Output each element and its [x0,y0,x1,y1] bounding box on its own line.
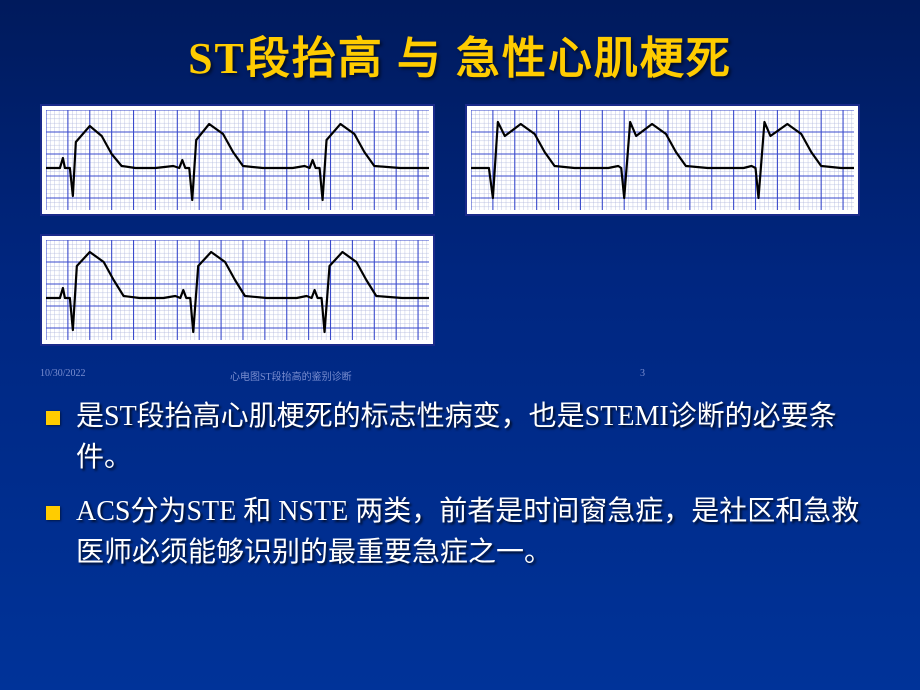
slide-title: ST段抬高 与 急性心肌梗死 [0,0,920,104]
bullet-marker-icon [46,411,60,425]
footer-subtitle: 心电图ST段抬高的鉴别诊断 [230,368,640,383]
bullet-item: 是ST段抬高心肌梗死的标志性病变，也是STEMI诊断的必要条件。 [46,397,880,478]
bullet-text: 是ST段抬高心肌梗死的标志性病变，也是STEMI诊断的必要条件。 [76,397,880,478]
bullet-marker-icon [46,506,60,520]
ecg-panel-2 [465,104,860,216]
ecg-panel-3 [40,234,435,346]
bullet-item: ACS分为STE 和 NSTE 两类，前者是时间窗急症，是社区和急救医师必须能够… [46,492,880,573]
footer-meta: 10/30/2022 心电图ST段抬高的鉴别诊断 3 [0,364,920,391]
ecg-row-2 [0,234,920,346]
ecg-waveform-3 [46,240,429,340]
ecg-waveform-1 [46,110,429,210]
bullet-list: 是ST段抬高心肌梗死的标志性病变，也是STEMI诊断的必要条件。 ACS分为ST… [0,391,920,573]
footer-date: 10/30/2022 [40,368,230,383]
bullet-text: ACS分为STE 和 NSTE 两类，前者是时间窗急症，是社区和急救医师必须能够… [76,492,880,573]
ecg-row-1 [0,104,920,216]
footer-page: 3 [640,368,880,383]
ecg-panel-1 [40,104,435,216]
ecg-waveform-2 [471,110,854,210]
